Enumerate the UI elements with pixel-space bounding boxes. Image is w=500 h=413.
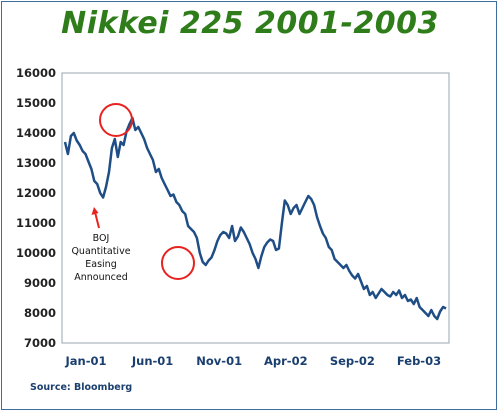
- boj-annotation: BOJ Quantitative Easing Announced: [71, 233, 130, 283]
- annotation-line-3: Easing: [85, 259, 116, 270]
- y-tick-label: 15000: [16, 96, 56, 110]
- annotation-line-4: Announced: [74, 272, 128, 283]
- y-tick-label: 11000: [16, 216, 56, 230]
- x-tick-label: Jan-01: [64, 354, 106, 368]
- x-tick-label: Nov-01: [196, 354, 242, 368]
- x-tick-label: Feb-03: [397, 354, 441, 368]
- annotation-line-2: Quantitative: [71, 246, 130, 257]
- y-tick-label: 8000: [24, 306, 56, 320]
- series-line: [63, 116, 447, 321]
- y-axis: 7000 8000 9000 10000 11000 12000 13000 14000 150…: [16, 66, 56, 350]
- y-tick-label: 16000: [16, 66, 56, 80]
- boj-arrow: [91, 207, 100, 229]
- x-axis: Jan-01 Jun-01 Nov-01 Apr-02 Sep-02 Feb-03: [64, 354, 441, 368]
- y-tick-label: 10000: [16, 246, 56, 260]
- highlight-circle-low: [161, 246, 195, 280]
- chart-title: Nikkei 225 2001-2003: [61, 6, 439, 41]
- highlight-circle-peak: [99, 103, 133, 137]
- annotation-line-1: BOJ: [93, 233, 110, 244]
- plot-area: [61, 72, 450, 344]
- y-tick-label: 7000: [24, 336, 56, 350]
- x-tick-label: Sep-02: [330, 354, 375, 368]
- x-tick-label: Apr-02: [264, 354, 308, 368]
- y-tick-label: 14000: [16, 126, 56, 140]
- y-tick-label: 13000: [16, 156, 56, 170]
- source-note: Source: Bloomberg: [30, 382, 133, 393]
- y-tick-label: 9000: [24, 276, 56, 290]
- y-tick-label: 12000: [16, 186, 56, 200]
- x-tick-label: Jun-01: [131, 354, 173, 368]
